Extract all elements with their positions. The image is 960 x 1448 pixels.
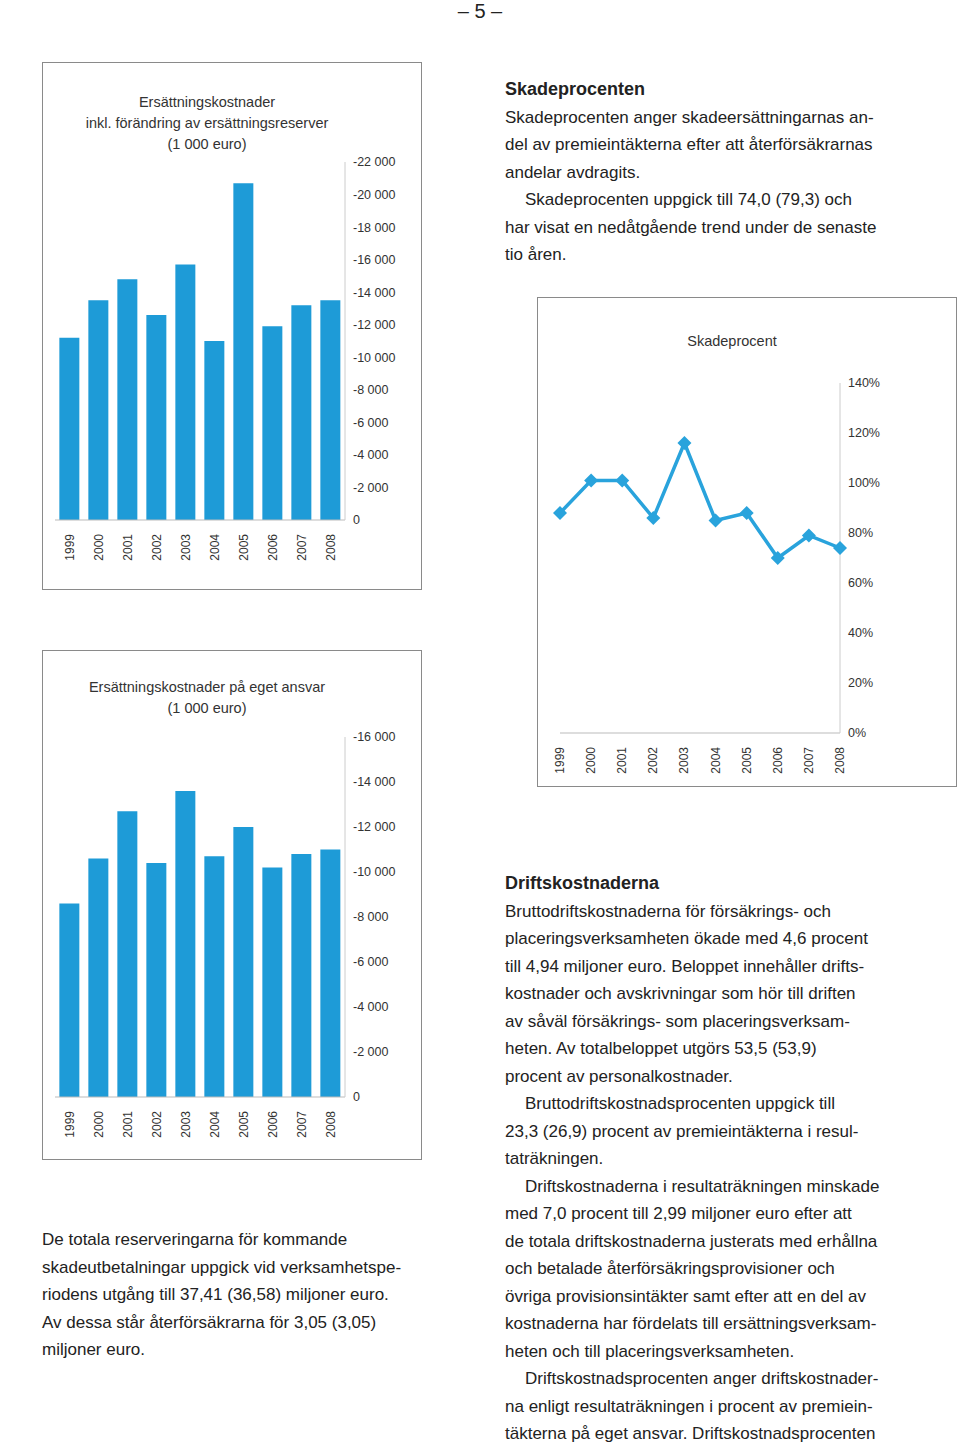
svg-text:2003: 2003: [179, 1111, 193, 1138]
html-text:Driftskostnaderna i resultaträ: Driftskostnaderna i resultaträkningen mi…: [525, 1176, 880, 1196]
svg-text:20%: 20%: [848, 676, 873, 690]
html-text:övriga provisionsintäkter samt: övriga provisionsintäkter samt efter att…: [505, 1286, 866, 1306]
html-text:tio åren.: tio åren.: [505, 245, 567, 264]
svg-text:60%: 60%: [848, 576, 873, 590]
svg-text:0: 0: [353, 513, 360, 527]
svg-text:2007: 2007: [295, 1111, 309, 1138]
html-text:och betalade återförsäkringspr: och betalade återförsäkringsprovisioner …: [505, 1259, 835, 1278]
html-text:heten. Av totalbeloppet utgörs: heten. Av totalbeloppet utgörs 53,5 (53,…: [505, 1039, 817, 1058]
svg-text:2004: 2004: [709, 747, 723, 774]
svg-text:2008: 2008: [324, 534, 338, 561]
html-text:miljoner euro.: miljoner euro.: [42, 1340, 145, 1359]
html-text:Ersättningskostnader på eget a: Ersättningskostnader på eget ansvar (1 0…: [88, 679, 326, 716]
html-text:Bruttodriftskostnaderna för fö: Bruttodriftskostnaderna för försäkrings-…: [505, 901, 831, 921]
svg-text:2002: 2002: [150, 534, 164, 561]
svg-text:2003: 2003: [677, 747, 691, 774]
svg-text:-6 000: -6 000: [353, 416, 388, 430]
svg-text:2001: 2001: [615, 747, 629, 774]
svg-text:-16 000: -16 000: [353, 730, 395, 744]
html-text:De totala reserveringarna för: De totala reserveringarna för kommande: [42, 1230, 348, 1249]
html-text:Ersättningskostnader inkl. för: Ersättningskostnader inkl. förändring av…: [85, 94, 329, 152]
html-text:till 4,94 miljoner euro. Belop: till 4,94 miljoner euro. Beloppet innehå…: [505, 956, 865, 976]
svg-text:-6 000: -6 000: [353, 955, 388, 969]
html-text:Skadeprocenten: Skadeprocenten: [505, 79, 645, 99]
svg-text:2000: 2000: [584, 747, 598, 774]
svg-text:2006: 2006: [771, 747, 785, 774]
svg-text:-8 000: -8 000: [353, 383, 388, 397]
html-text:23,3 (26,9) procent av premiei: 23,3 (26,9) procent av premieintäkterna …: [505, 1121, 859, 1141]
html-text:andelar avdragits.: andelar avdragits.: [505, 162, 641, 182]
svg-text:-2 000: -2 000: [353, 481, 388, 495]
svg-text:2006: 2006: [266, 1111, 280, 1138]
html-text:procent av personalkostnader.: procent av personalkostnader.: [505, 1066, 733, 1086]
svg-text:100%: 100%: [848, 476, 880, 490]
html-text:kostnader och avskrivningar so: kostnader och avskrivningar som hör till…: [505, 984, 856, 1003]
html-text:Bruttodriftskostnadsprocenten: Bruttodriftskostnadsprocenten uppgick ti…: [525, 1094, 835, 1113]
svg-text:2008: 2008: [324, 1111, 338, 1138]
svg-text:-4 000: -4 000: [353, 1000, 388, 1014]
html-text:taträkningen.: taträkningen.: [505, 1149, 604, 1168]
html-text:har visat en nedåtgående trend: har visat en nedåtgående trend under de …: [505, 217, 877, 237]
svg-text:2005: 2005: [237, 534, 251, 561]
svg-text:40%: 40%: [848, 626, 873, 640]
svg-text:2004: 2004: [208, 1111, 222, 1138]
svg-text:2006: 2006: [266, 534, 280, 561]
svg-text:2005: 2005: [237, 1111, 251, 1138]
svg-text:1999: 1999: [63, 1111, 77, 1138]
html-text:skadeutbetalningar uppgick vid: skadeutbetalningar uppgick vid verksamhe…: [42, 1257, 402, 1277]
html-text:placeringsverksamheten ökade m: placeringsverksamheten ökade med 4,6 pro…: [505, 929, 868, 948]
svg-text:-16 000: -16 000: [353, 253, 395, 267]
svg-text:2007: 2007: [295, 534, 309, 561]
html-text:Skadeprocent: Skadeprocent: [687, 333, 777, 349]
html-text:Skadeprocenten anger skadeersä: Skadeprocenten anger skadeersättningarna…: [505, 107, 874, 127]
svg-text:-22 000: -22 000: [353, 155, 395, 169]
html-text:Skadeprocenten uppgick till 74: Skadeprocenten uppgick till 74,0 (79,3) …: [525, 190, 852, 209]
svg-text:2001: 2001: [121, 534, 135, 561]
svg-text:120%: 120%: [848, 426, 880, 440]
svg-text:-14 000: -14 000: [353, 286, 395, 300]
svg-text:2000: 2000: [92, 1111, 106, 1138]
svg-text:2001: 2001: [121, 1111, 135, 1138]
svg-text:-10 000: -10 000: [353, 865, 395, 879]
svg-text:-2 000: -2 000: [353, 1045, 388, 1059]
svg-text:2007: 2007: [802, 747, 816, 774]
html-text:del av premieintäkterna efter: del av premieintäkterna efter att återfö…: [505, 135, 873, 154]
svg-text:-12 000: -12 000: [353, 318, 395, 332]
html-text:de totala driftskostnaderna ju: de totala driftskostnaderna justerats me…: [505, 1231, 878, 1251]
html-text:na enligt resultaträkningen i: na enligt resultaträkningen i procent av…: [505, 1396, 873, 1416]
html-text:– 5 –: – 5 –: [457, 0, 503, 22]
svg-text:2002: 2002: [646, 747, 660, 774]
html-text:täkterna på eget ansvar. Drift: täkterna på eget ansvar. Driftskostnadsp…: [505, 1424, 876, 1443]
svg-text:-8 000: -8 000: [353, 910, 388, 924]
svg-text:80%: 80%: [848, 526, 873, 540]
svg-text:140%: 140%: [848, 376, 880, 390]
svg-text:0%: 0%: [848, 726, 866, 740]
svg-text:2002: 2002: [150, 1111, 164, 1138]
svg-text:1999: 1999: [63, 534, 77, 561]
html-text:av såväl försäkrings- som plac: av såväl försäkrings- som placeringsverk…: [505, 1011, 850, 1031]
svg-text:1999: 1999: [553, 747, 567, 774]
svg-text:2005: 2005: [740, 747, 754, 774]
svg-text:2004: 2004: [208, 534, 222, 561]
html-text:kostnaderna har fördelats till: kostnaderna har fördelats till ersättnin…: [505, 1314, 877, 1333]
html-text:Driftskostnaderna: Driftskostnaderna: [505, 873, 659, 893]
svg-text:2000: 2000: [92, 534, 106, 561]
svg-text:2008: 2008: [833, 747, 847, 774]
svg-text:-10 000: -10 000: [353, 351, 395, 365]
html-text:med 7,0 procent till 2,99 milj: med 7,0 procent till 2,99 miljoner euro …: [505, 1204, 852, 1223]
svg-text:0: 0: [353, 1090, 360, 1104]
svg-text:-18 000: -18 000: [353, 221, 395, 235]
svg-text:-20 000: -20 000: [353, 188, 395, 202]
svg-text:-4 000: -4 000: [353, 448, 388, 462]
svg-text:2003: 2003: [179, 534, 193, 561]
html-text:Driftskostnadsprocenten anger: Driftskostnadsprocenten anger driftskost…: [525, 1369, 879, 1388]
html-text:riodens utgång till 37,41 (36,: riodens utgång till 37,41 (36,58) miljon…: [42, 1285, 389, 1304]
svg-text:-12 000: -12 000: [353, 820, 395, 834]
html-text:Av dessa står återförsäkrarna: Av dessa står återförsäkrarna för 3,05 (…: [42, 1312, 377, 1332]
html-text:heten och till placeringsverks: heten och till placeringsverksamheten.: [505, 1341, 795, 1361]
svg-text:-14 000: -14 000: [353, 775, 395, 789]
